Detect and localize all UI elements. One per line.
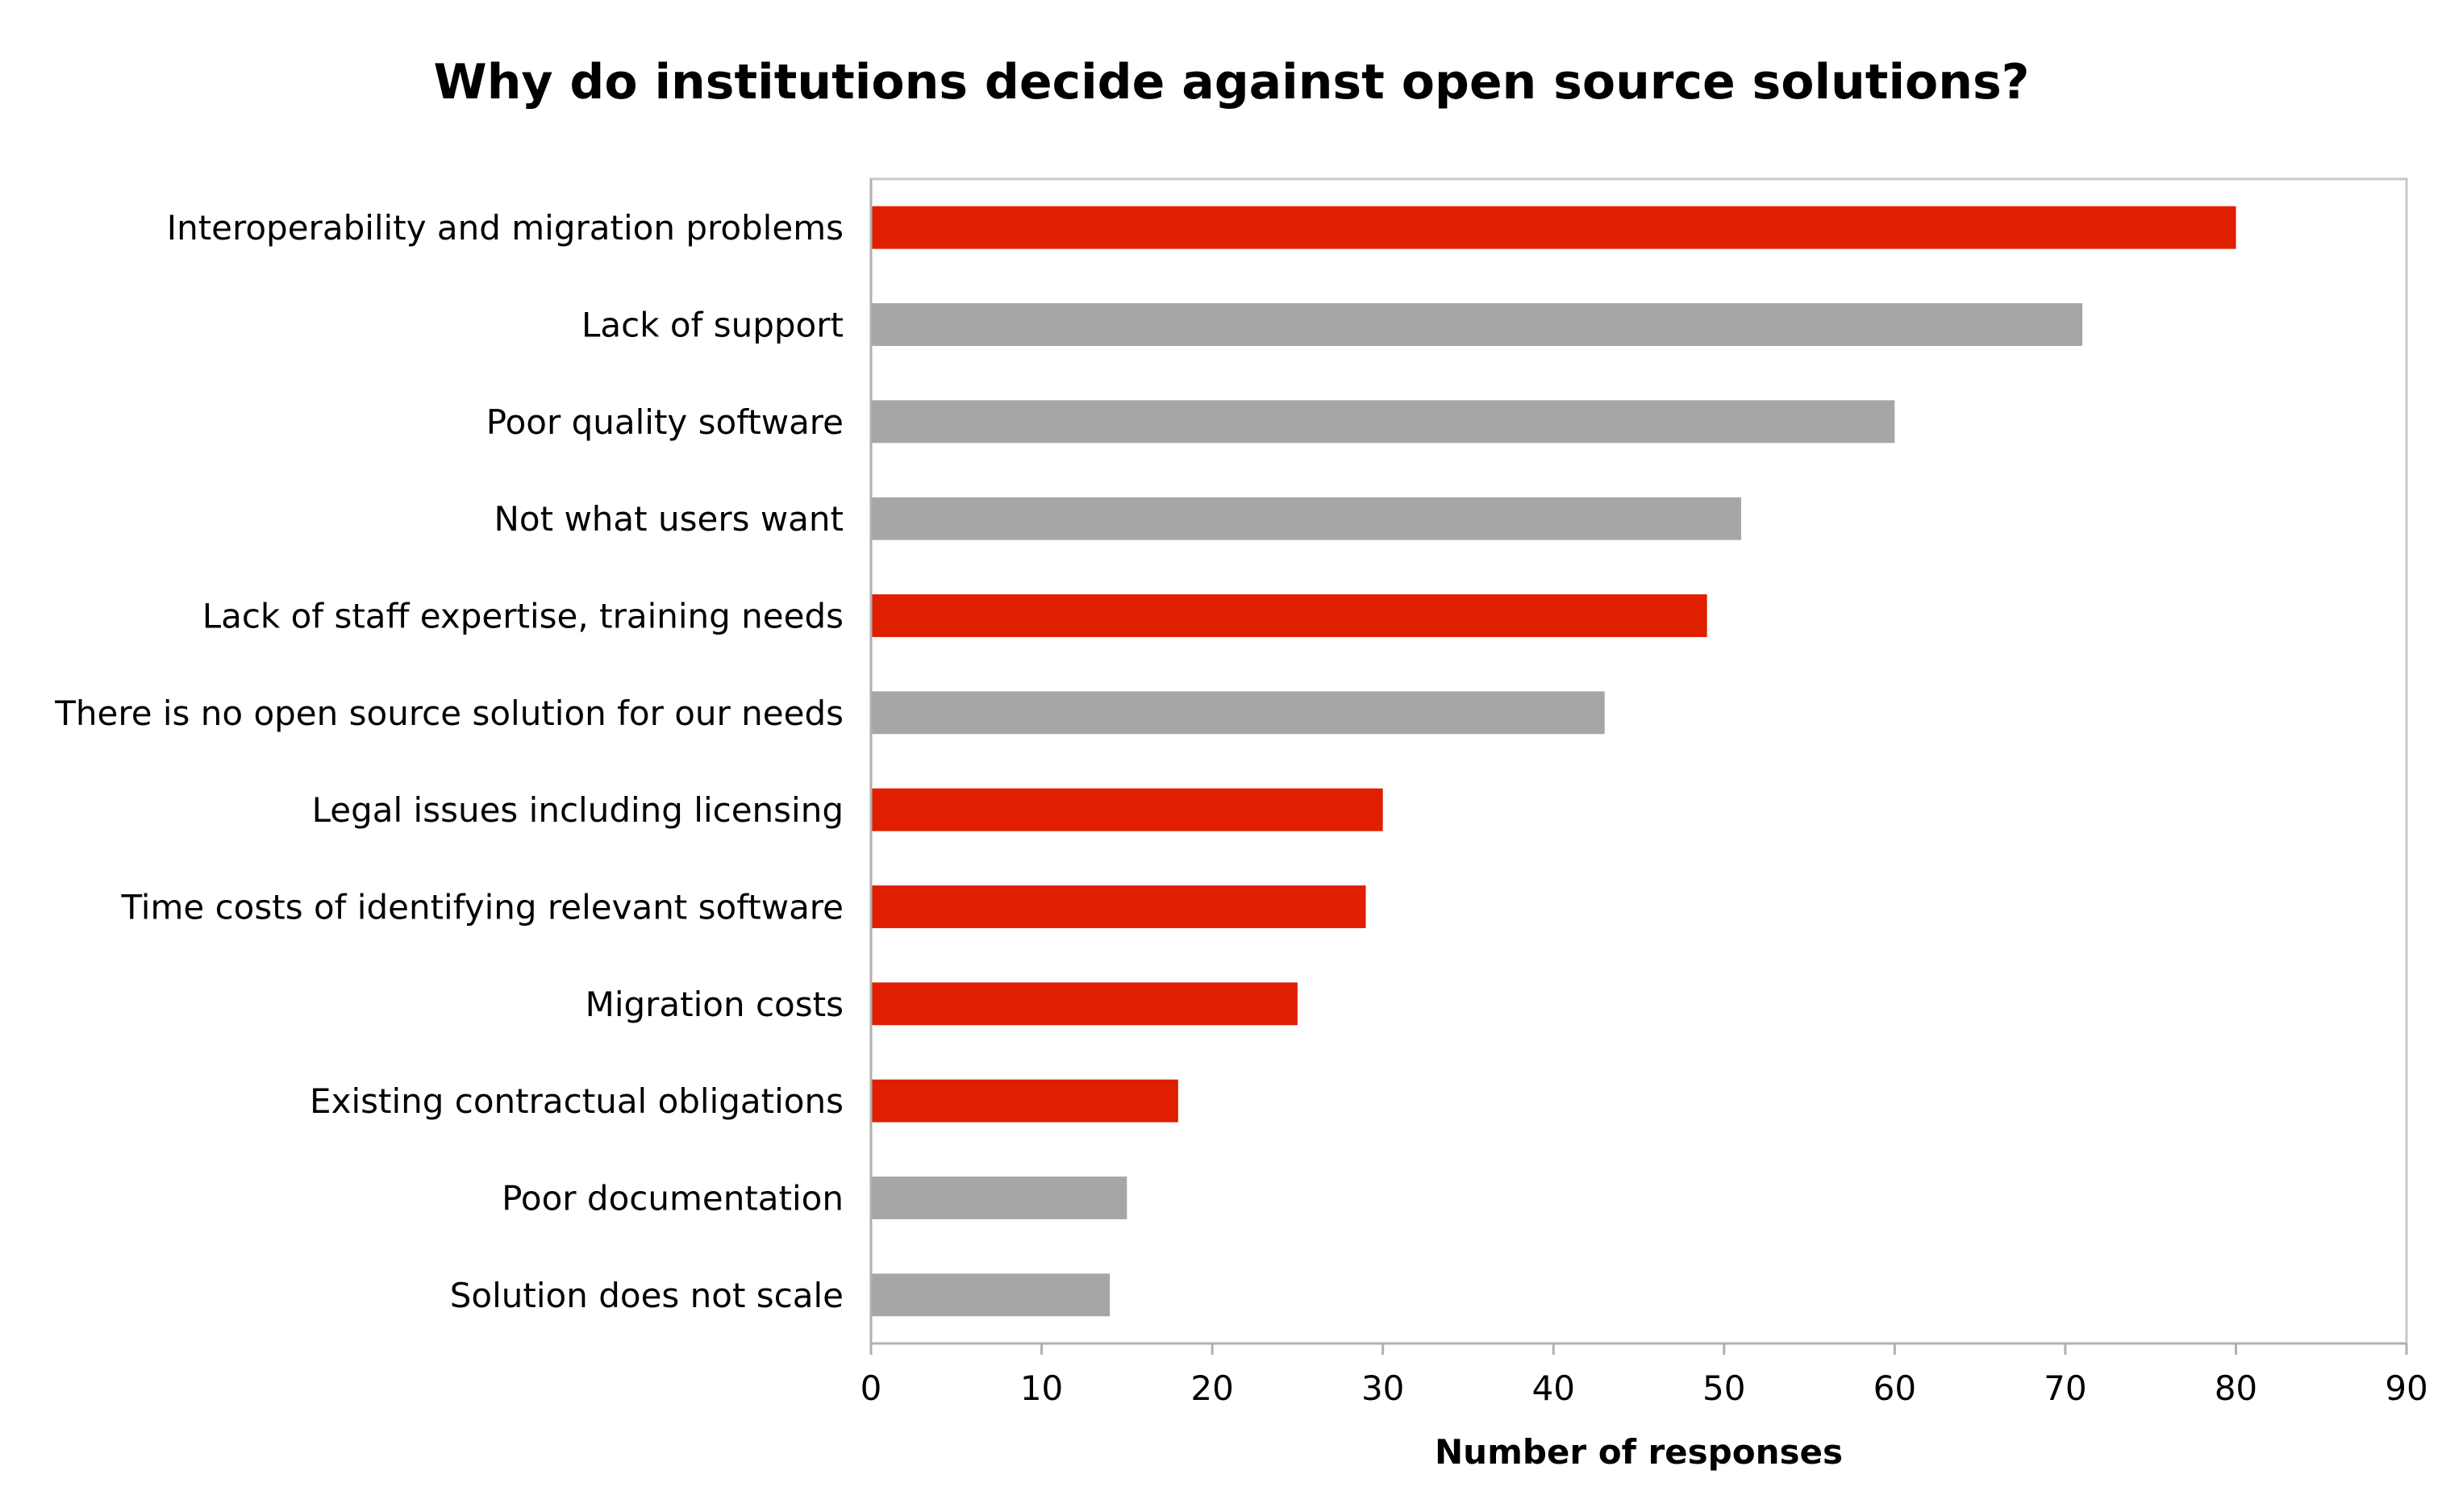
bar-time-costs-of-identifying-relevant-software xyxy=(872,885,1366,928)
plot-frame xyxy=(869,177,2408,1345)
category-label-legal-issues-including-licensing: Legal issues including licensing xyxy=(312,790,844,830)
x-tick-label-70: 70 xyxy=(2044,1368,2086,1408)
x-tick-label-80: 80 xyxy=(2215,1368,2257,1408)
category-label-interoperability-and-migration-problems: Interoperability and migration problems xyxy=(167,208,844,248)
category-label-lack-of-staff-expertise-training-needs: Lack of staff expertise, training needs xyxy=(202,597,844,636)
category-label-existing-contractual-obligations: Existing contractual obligations xyxy=(310,1081,844,1121)
bar-poor-quality-software xyxy=(872,400,1895,444)
x-tick-label-60: 60 xyxy=(1873,1368,1916,1408)
bar-there-is-no-open-source-solution-for-our-needs xyxy=(872,691,1605,735)
x-tick-label-50: 50 xyxy=(1702,1368,1745,1408)
bar-lack-of-support xyxy=(872,303,2083,346)
chart-title: Why do institutions decide against open … xyxy=(434,54,2030,110)
x-tick-label-10: 10 xyxy=(1020,1368,1063,1408)
category-label-poor-quality-software: Poor quality software xyxy=(486,402,844,442)
category-label-there-is-no-open-source-solution-for-our-needs: There is no open source solution for our… xyxy=(54,694,844,733)
category-label-not-what-users-want: Not what users want xyxy=(494,499,844,539)
x-ticks: 0 10 20 30 40 50 60 70 80 90 xyxy=(861,1343,2428,1408)
category-labels: Interoperability and migration problems L… xyxy=(54,208,844,1315)
category-label-migration-costs: Migration costs xyxy=(586,985,844,1024)
bar-lack-of-staff-expertise-training-needs xyxy=(872,594,1707,637)
category-label-poor-documentation: Poor documentation xyxy=(502,1179,844,1218)
x-tick-label-20: 20 xyxy=(1190,1368,1233,1408)
bar-interoperability-and-migration-problems xyxy=(872,206,2236,249)
x-tick-label-40: 40 xyxy=(1532,1368,1574,1408)
category-label-lack-of-support: Lack of support xyxy=(581,306,844,345)
bar-migration-costs xyxy=(872,982,1298,1026)
bar-not-what-users-want xyxy=(872,497,1741,540)
bar-poor-documentation xyxy=(872,1177,1127,1219)
bar-existing-contractual-obligations xyxy=(872,1079,1178,1123)
bars-group xyxy=(872,206,2236,1317)
category-label-solution-does-not-scale: Solution does not scale xyxy=(450,1276,844,1315)
category-label-time-costs-of-identifying-relevant-software: Time costs of identifying relevant softw… xyxy=(120,888,844,927)
x-tick-label-30: 30 xyxy=(1361,1368,1404,1408)
x-tick-label-0: 0 xyxy=(861,1368,882,1408)
x-axis-title: Number of responses xyxy=(1435,1432,1843,1472)
x-tick-label-90: 90 xyxy=(2385,1368,2428,1408)
bar-solution-does-not-scale xyxy=(872,1273,1111,1317)
bar-legal-issues-including-licensing xyxy=(872,788,1383,831)
